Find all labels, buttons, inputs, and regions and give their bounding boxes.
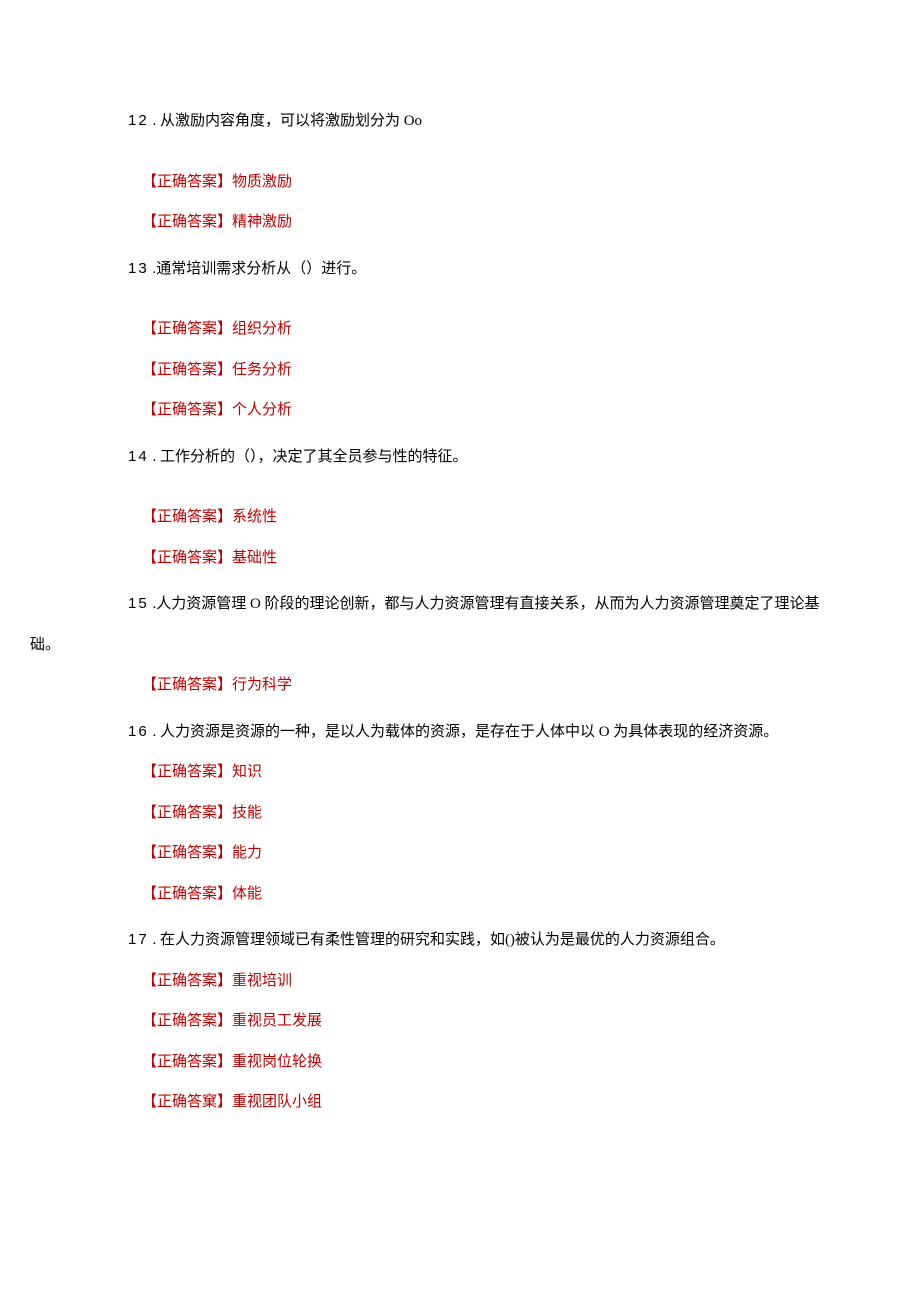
question-text: . 工作分析的（），决定了其全员参与性的特征。 xyxy=(149,449,468,465)
answer-label: 【正确答案】 xyxy=(142,764,232,780)
answer-label: 【正确答案】 xyxy=(142,509,232,525)
answer-text: 系统性 xyxy=(232,509,277,525)
answer-label: 【正确答案】 xyxy=(142,550,232,566)
question-number: 14 xyxy=(128,448,149,465)
answer-text: 基础性 xyxy=(232,550,277,566)
question-text-cont: 础。 xyxy=(30,634,860,657)
question-12: 12 . 从激励内容角度，可以将激励划分为 Oo xyxy=(102,110,860,133)
question-text: .通常培训需求分析从（）进行。 xyxy=(149,261,367,277)
question-17: 17 . 在人力资源管理领域已有柔性管理的研究和实践，如()被认为是最优的人力资… xyxy=(102,929,860,952)
answer-text: 知识 xyxy=(232,764,262,780)
answer-text: 重视团队小组 xyxy=(232,1094,322,1110)
answer-text: 物质激励 xyxy=(232,174,292,190)
answer-item: 【正确答案】系统性 xyxy=(102,506,860,529)
question-16: 16 . 人力资源是资源的一种，是以人为载体的资源，是存在于人体中以 O 为具体… xyxy=(102,721,860,744)
answer-label: 【正确答案】 xyxy=(142,677,232,693)
answer-item: 【正确答案】技能 xyxy=(102,802,860,825)
question-number: 13 xyxy=(128,260,149,277)
answer-label: 【正确答案】 xyxy=(142,1013,232,1029)
question-13: 13 .通常培训需求分析从（）进行。 xyxy=(102,258,860,281)
answer-text: 精神激励 xyxy=(232,214,292,230)
answer-text: 个人分析 xyxy=(232,402,292,418)
answer-text: 行为科学 xyxy=(232,677,292,693)
answer-text: 技能 xyxy=(232,805,262,821)
question-14: 14 . 工作分析的（），决定了其全员参与性的特征。 xyxy=(102,446,860,469)
question-number: 17 xyxy=(128,931,149,948)
answer-label: 【正确答案】 xyxy=(142,973,232,989)
answer-label: 【正确答案】 xyxy=(142,805,232,821)
answer-text: 组织分析 xyxy=(232,321,292,337)
question-number: 15 xyxy=(128,595,149,612)
answer-item: 【正确答案】重视员工发展 xyxy=(102,1010,860,1033)
answer-label: 【正确答案】 xyxy=(142,845,232,861)
answer-item: 【正确答案】个人分析 xyxy=(102,399,860,422)
answer-item: 【正确答案】能力 xyxy=(102,842,860,865)
answer-label: 【正确答案】 xyxy=(142,402,232,418)
document-content: 12 . 从激励内容角度，可以将激励划分为 Oo 【正确答案】物质激励 【正确答… xyxy=(0,110,920,1114)
answer-label: 【正确答案】 xyxy=(142,1054,232,1070)
answer-text: 重视员工发展 xyxy=(232,1013,322,1029)
answer-item: 【正确答案】物质激励 xyxy=(102,171,860,194)
question-text: .人力资源管理 O 阶段的理论创新，都与人力资源管理有直接关系，从而为人力资源管… xyxy=(149,596,820,612)
question-text: . 从激励内容角度，可以将激励划分为 Oo xyxy=(149,113,422,129)
answer-item: 【正确答案】重视岗位轮换 xyxy=(102,1051,860,1074)
answer-text: 重视岗位轮换 xyxy=(232,1054,322,1070)
answer-item: 【正确答案】体能 xyxy=(102,883,860,906)
answer-text: 任务分析 xyxy=(232,362,292,378)
answer-label: 【正确答案】 xyxy=(142,214,232,230)
question-15: 15 .人力资源管理 O 阶段的理论创新，都与人力资源管理有直接关系，从而为人力… xyxy=(102,593,860,656)
question-text: . 人力资源是资源的一种，是以人为载体的资源，是存在于人体中以 O 为具体表现的… xyxy=(149,724,779,740)
answer-item: 【正确答案】重视培训 xyxy=(102,970,860,993)
question-text: . 在人力资源管理领域已有柔性管理的研究和实践，如()被认为是最优的人力资源组合… xyxy=(149,932,725,948)
answer-item: 【正确答案】精神激励 xyxy=(102,211,860,234)
answer-item: 【正确答案】任务分析 xyxy=(102,359,860,382)
answer-label: 【正确答案】 xyxy=(142,321,232,337)
answer-label: 【正确答案】 xyxy=(142,362,232,378)
question-number: 12 xyxy=(128,112,149,129)
answer-item: 【正确答窠】重视团队小组 xyxy=(102,1091,860,1114)
answer-label: 【正确答窠】 xyxy=(142,1094,232,1110)
question-number: 16 xyxy=(128,723,149,740)
answer-text: 重视培训 xyxy=(232,973,292,989)
answer-label: 【正确答案】 xyxy=(142,886,232,902)
answer-text: 能力 xyxy=(232,845,262,861)
answer-item: 【正确答案】知识 xyxy=(102,761,860,784)
answer-item: 【正确答案】行为科学 xyxy=(102,674,860,697)
answer-text: 体能 xyxy=(232,886,262,902)
answer-item: 【正确答案】组织分析 xyxy=(102,318,860,341)
answer-item: 【正确答案】基础性 xyxy=(102,547,860,570)
answer-label: 【正确答案】 xyxy=(142,174,232,190)
